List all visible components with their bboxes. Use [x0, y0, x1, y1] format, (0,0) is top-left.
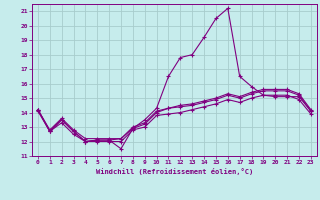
X-axis label: Windchill (Refroidissement éolien,°C): Windchill (Refroidissement éolien,°C): [96, 168, 253, 175]
